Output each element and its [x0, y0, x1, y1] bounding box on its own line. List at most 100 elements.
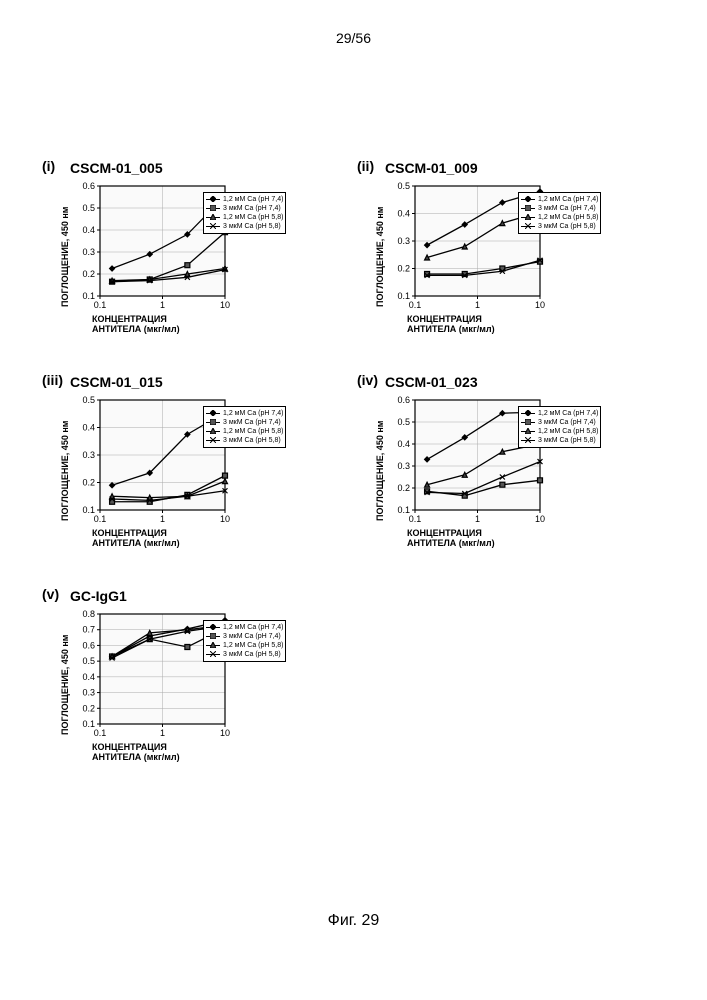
- legend-marker-line: [206, 431, 220, 432]
- panel-title: GC-IgG1: [70, 588, 350, 604]
- legend: 1,2 мМ Ca (рН 7,4) 3 мкМ Ca (рН 7,4) 1,2…: [203, 406, 286, 448]
- svg-text:0.4: 0.4: [82, 225, 95, 235]
- legend-item: 1,2 мМ Ca (рН 7,4): [521, 195, 598, 204]
- svg-text:0.6: 0.6: [82, 181, 95, 191]
- legend-marker-line: [206, 645, 220, 646]
- legend-label: 1,2 мМ Ca (рН 7,4): [223, 624, 283, 631]
- y-axis-label: ПОГЛОЩЕНИЕ, 450 нм: [60, 608, 70, 762]
- panel-roman: (i): [42, 158, 55, 174]
- legend-label: 1,2 мМ Ca (рН 7,4): [223, 410, 283, 417]
- legend-item: 3 мкМ Ca (рН 5,8): [206, 650, 283, 659]
- panel-title: CSCM-01_009: [385, 160, 660, 176]
- svg-text:1: 1: [475, 514, 480, 524]
- svg-text:0.3: 0.3: [82, 247, 95, 257]
- x-axis-label: КОНЦЕНТРАЦИЯАНТИТЕЛА (мкг/мл): [92, 314, 286, 334]
- svg-text:0.3: 0.3: [82, 688, 95, 698]
- y-axis-label: ПОГЛОЩЕНИЕ, 450 нм: [375, 394, 385, 548]
- panel-roman: (iv): [357, 372, 378, 388]
- legend-item: 3 мкМ Ca (рН 7,4): [206, 418, 283, 427]
- legend-label: 3 мкМ Ca (рН 7,4): [538, 419, 596, 426]
- legend-marker-line: [206, 208, 220, 209]
- svg-text:10: 10: [535, 300, 545, 310]
- legend-item: 3 мкМ Ca (рН 5,8): [521, 436, 598, 445]
- legend-label: 3 мкМ Ca (рН 5,8): [538, 223, 596, 230]
- legend-marker-line: [521, 422, 535, 423]
- svg-text:0.1: 0.1: [409, 514, 422, 524]
- legend-label: 3 мкМ Ca (рН 5,8): [223, 223, 281, 230]
- legend-marker-line: [206, 413, 220, 414]
- legend-marker-line: [521, 440, 535, 441]
- svg-text:0.5: 0.5: [397, 181, 410, 191]
- panel-p3: (iii) CSCM-01_015 ПОГЛОЩЕНИЕ, 450 нм 0.1…: [60, 374, 345, 548]
- legend-item: 1,2 мМ Ca (рН 5,8): [206, 427, 283, 436]
- legend-item: 3 мкМ Ca (рН 5,8): [206, 222, 283, 231]
- legend: 1,2 мМ Ca (рН 7,4) 3 мкМ Ca (рН 7,4) 1,2…: [518, 192, 601, 234]
- legend-item: 1,2 мМ Ca (рН 7,4): [521, 409, 598, 418]
- legend-label: 1,2 мМ Ca (рН 7,4): [538, 196, 598, 203]
- svg-text:1: 1: [160, 300, 165, 310]
- svg-text:0.2: 0.2: [82, 703, 95, 713]
- legend-marker-line: [521, 199, 535, 200]
- svg-text:0.2: 0.2: [397, 483, 410, 493]
- y-axis-label: ПОГЛОЩЕНИЕ, 450 нм: [60, 394, 70, 548]
- panel-p1: (i) CSCM-01_005 ПОГЛОЩЕНИЕ, 450 нм 0.10.…: [60, 160, 345, 334]
- svg-text:0.1: 0.1: [409, 300, 422, 310]
- legend-item: 1,2 мМ Ca (рН 7,4): [206, 409, 283, 418]
- legend-label: 3 мкМ Ca (рН 7,4): [223, 419, 281, 426]
- legend-item: 1,2 мМ Ca (рН 5,8): [206, 641, 283, 650]
- legend-item: 3 мкМ Ca (рН 5,8): [521, 222, 598, 231]
- svg-text:0.3: 0.3: [82, 450, 95, 460]
- legend-label: 1,2 мМ Ca (рН 5,8): [223, 214, 283, 221]
- legend-item: 1,2 мМ Ca (рН 5,8): [521, 213, 598, 222]
- legend-label: 1,2 мМ Ca (рН 5,8): [223, 428, 283, 435]
- legend-label: 1,2 мМ Ca (рН 7,4): [538, 410, 598, 417]
- svg-text:0.4: 0.4: [82, 423, 95, 433]
- legend: 1,2 мМ Ca (рН 7,4) 3 мкМ Ca (рН 7,4) 1,2…: [203, 620, 286, 662]
- svg-text:0.5: 0.5: [82, 395, 95, 405]
- legend: 1,2 мМ Ca (рН 7,4) 3 мкМ Ca (рН 7,4) 1,2…: [203, 192, 286, 234]
- x-axis-label: КОНЦЕНТРАЦИЯАНТИТЕЛА (мкг/мл): [92, 742, 286, 762]
- legend-item: 3 мкМ Ca (рН 7,4): [521, 204, 598, 213]
- legend-marker-line: [521, 217, 535, 218]
- svg-text:0.5: 0.5: [397, 417, 410, 427]
- legend-label: 1,2 мМ Ca (рН 7,4): [223, 196, 283, 203]
- svg-text:1: 1: [160, 514, 165, 524]
- panel-p5: (v) GC-IgG1 ПОГЛОЩЕНИЕ, 450 нм 0.10.20.3…: [60, 588, 350, 762]
- panel-roman: (iii): [42, 372, 63, 388]
- svg-text:0.3: 0.3: [397, 461, 410, 471]
- svg-text:0.6: 0.6: [397, 395, 410, 405]
- panel-roman: (v): [42, 586, 59, 602]
- legend-marker-line: [206, 199, 220, 200]
- legend: 1,2 мМ Ca (рН 7,4) 3 мкМ Ca (рН 7,4) 1,2…: [518, 406, 601, 448]
- svg-text:1: 1: [160, 728, 165, 738]
- svg-text:0.4: 0.4: [397, 209, 410, 219]
- legend-item: 3 мкМ Ca (рН 5,8): [206, 436, 283, 445]
- panel-roman: (ii): [357, 158, 374, 174]
- y-axis-label: ПОГЛОЩЕНИЕ, 450 нм: [375, 180, 385, 334]
- svg-text:0.7: 0.7: [82, 625, 95, 635]
- svg-text:0.2: 0.2: [82, 478, 95, 488]
- legend-item: 1,2 мМ Ca (рН 7,4): [206, 195, 283, 204]
- legend-marker-line: [521, 413, 535, 414]
- legend-item: 1,2 мМ Ca (рН 5,8): [521, 427, 598, 436]
- legend-label: 1,2 мМ Ca (рН 5,8): [538, 428, 598, 435]
- svg-text:0.1: 0.1: [94, 514, 107, 524]
- panel-p2: (ii) CSCM-01_009 ПОГЛОЩЕНИЕ, 450 нм 0.10…: [375, 160, 660, 334]
- svg-text:0.4: 0.4: [82, 672, 95, 682]
- y-axis-label: ПОГЛОЩЕНИЕ, 450 нм: [60, 180, 70, 334]
- legend-item: 1,2 мМ Ca (рН 5,8): [206, 213, 283, 222]
- legend-label: 3 мкМ Ca (рН 5,8): [223, 651, 281, 658]
- svg-text:0.6: 0.6: [82, 640, 95, 650]
- svg-text:0.5: 0.5: [82, 656, 95, 666]
- svg-text:0.1: 0.1: [94, 728, 107, 738]
- svg-text:1: 1: [475, 300, 480, 310]
- legend-marker-line: [206, 636, 220, 637]
- legend-marker-line: [521, 208, 535, 209]
- panel-title: CSCM-01_015: [70, 374, 345, 390]
- legend-item: 3 мкМ Ca (рН 7,4): [206, 632, 283, 641]
- legend-marker-line: [206, 440, 220, 441]
- svg-text:0.3: 0.3: [397, 236, 410, 246]
- legend-item: 3 мкМ Ca (рН 7,4): [521, 418, 598, 427]
- svg-text:0.1: 0.1: [94, 300, 107, 310]
- legend-label: 3 мкМ Ca (рН 5,8): [538, 437, 596, 444]
